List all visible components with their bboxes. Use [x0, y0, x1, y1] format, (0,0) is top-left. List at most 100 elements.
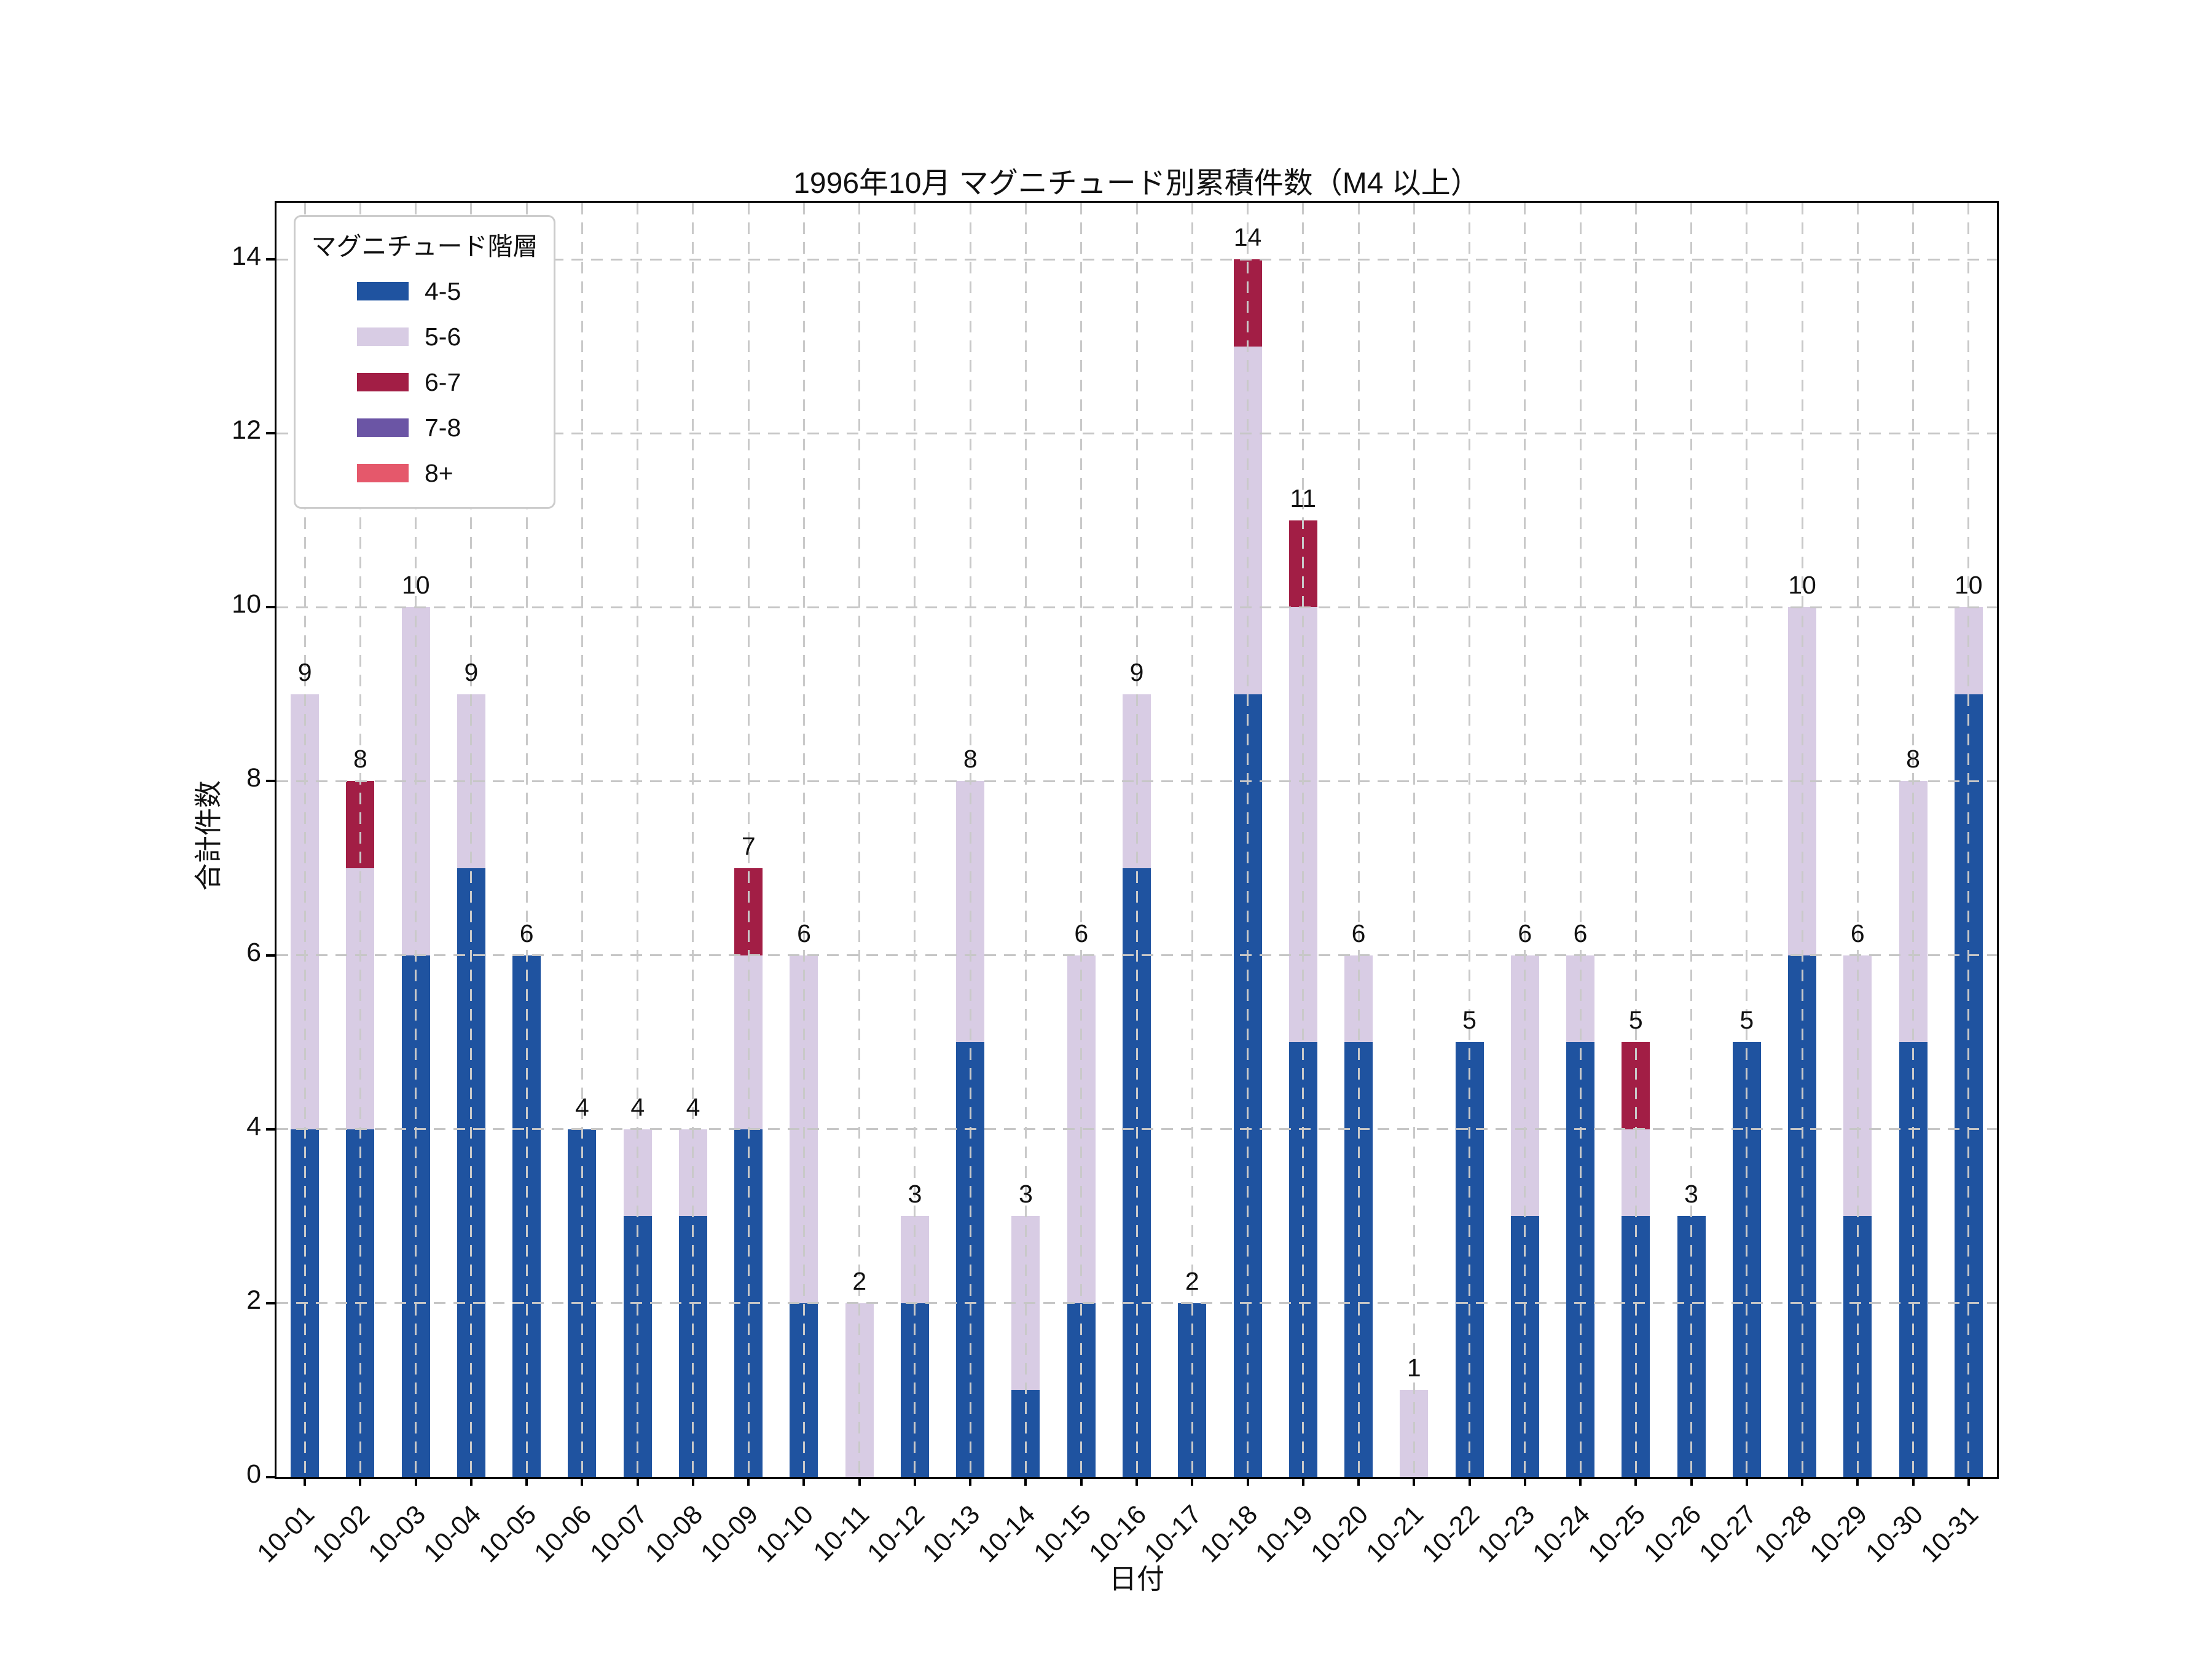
x-axis-title: 日付 [1108, 1563, 1165, 1594]
y-tick-label-0: 0 [246, 1459, 261, 1489]
x-tick-mark-10-22 [1468, 1477, 1471, 1486]
y-tick-label-2: 2 [246, 1285, 261, 1315]
x-tick-mark-10-13 [969, 1477, 972, 1486]
y-tick-mark-0 [266, 1476, 275, 1478]
legend-entry-8+: 8+ [296, 450, 554, 496]
x-tick-mark-10-14 [1024, 1477, 1027, 1486]
legend-label-7-8: 7-8 [425, 413, 461, 442]
x-tick-mark-10-15 [1080, 1477, 1083, 1486]
x-tick-label-10-26: 10-26 [1637, 1499, 1707, 1569]
x-tick-mark-10-27 [1745, 1477, 1748, 1486]
legend-swatch-5-6 [357, 327, 409, 346]
legend-label-6-7: 6-7 [425, 367, 461, 396]
legend-entries: 4-5 5-6 6-7 7-8 8+ [296, 269, 554, 496]
gridline-vertical-10-06 [581, 203, 583, 1477]
x-tick-label-10-31: 10-31 [1915, 1499, 1984, 1569]
x-tick-label-10-12: 10-12 [861, 1499, 931, 1569]
x-tick-label-10-06: 10-06 [528, 1499, 598, 1569]
legend-entry-5-6: 5-6 [296, 314, 554, 359]
gridline-vertical-10-17 [1191, 203, 1193, 1477]
x-tick-label-10-03: 10-03 [363, 1499, 431, 1569]
x-tick-label-10-17: 10-17 [1139, 1499, 1208, 1569]
x-tick-mark-10-12 [913, 1477, 916, 1486]
x-tick-label-10-21: 10-21 [1360, 1499, 1430, 1569]
y-tick-label-10: 10 [232, 589, 261, 619]
bar-value-label-10-23: 6 [1518, 919, 1532, 947]
legend-entry-6-7: 6-7 [296, 359, 554, 405]
x-tick-label-10-05: 10-05 [473, 1499, 543, 1569]
bar-value-label-10-11: 2 [852, 1266, 867, 1295]
y-tick-mark-10 [266, 606, 275, 609]
gridline-vertical-10-14 [1024, 203, 1027, 1477]
bar-value-label-10-19: 11 [1290, 484, 1317, 512]
bar-value-label-10-29: 6 [1850, 919, 1865, 947]
x-tick-mark-10-16 [1135, 1477, 1138, 1486]
legend-entry-7-8: 7-8 [296, 405, 554, 450]
bar-value-label-10-14: 3 [1019, 1180, 1033, 1209]
bar-value-label-10-30: 8 [1906, 745, 1920, 774]
x-tick-label-10-10: 10-10 [750, 1499, 820, 1569]
gridline-vertical-10-19 [1302, 203, 1304, 1477]
gridline-vertical-10-12 [914, 203, 916, 1477]
x-tick-mark-10-02 [359, 1477, 362, 1486]
x-tick-mark-10-09 [747, 1477, 750, 1486]
y-tick-label-4: 4 [246, 1111, 261, 1141]
bar-value-label-10-03: 10 [401, 571, 430, 600]
bar-value-label-10-24: 6 [1573, 919, 1588, 947]
gridline-vertical-10-15 [1080, 203, 1083, 1477]
gridline-vertical-10-31 [1967, 203, 1970, 1477]
x-tick-label-10-27: 10-27 [1693, 1499, 1762, 1569]
bar-value-label-10-17: 2 [1185, 1266, 1199, 1295]
gridline-vertical-10-27 [1746, 203, 1748, 1477]
bar-value-label-10-01: 9 [297, 657, 312, 686]
x-tick-mark-10-06 [581, 1477, 584, 1486]
x-tick-label-10-13: 10-13 [917, 1499, 986, 1569]
bar-value-label-10-18: 14 [1233, 223, 1262, 252]
x-tick-mark-10-04 [469, 1477, 473, 1486]
x-tick-mark-10-28 [1801, 1477, 1804, 1486]
x-tick-mark-10-20 [1357, 1477, 1360, 1486]
x-tick-mark-10-01 [304, 1477, 307, 1486]
chart-title: 1996年10月 マグニチュード別累積件数（M4 以上） [793, 167, 1480, 200]
x-tick-mark-10-23 [1523, 1477, 1526, 1486]
legend-label-5-6: 5-6 [425, 322, 461, 351]
gridline-vertical-10-30 [1912, 203, 1915, 1477]
legend-label-8+: 8+ [425, 458, 453, 487]
x-tick-label-10-07: 10-07 [584, 1499, 653, 1569]
gridline-vertical-10-02 [359, 203, 361, 1477]
gridline-vertical-10-20 [1357, 203, 1360, 1477]
bar-value-label-10-21: 1 [1406, 1354, 1421, 1382]
x-tick-label-10-28: 10-28 [1749, 1499, 1818, 1569]
gridline-vertical-10-03 [415, 203, 417, 1477]
gridline-vertical-10-22 [1469, 203, 1471, 1477]
legend-entry-4-5: 4-5 [296, 269, 554, 314]
x-tick-mark-10-21 [1413, 1477, 1416, 1486]
x-tick-mark-10-25 [1634, 1477, 1637, 1486]
gridline-vertical-10-23 [1524, 203, 1526, 1477]
x-tick-label-10-14: 10-14 [972, 1499, 1041, 1569]
gridline-vertical-10-21 [1413, 203, 1415, 1477]
bar-value-label-10-26: 3 [1684, 1180, 1698, 1209]
x-tick-mark-10-10 [802, 1477, 806, 1486]
x-tick-mark-10-05 [525, 1477, 528, 1486]
gridline-vertical-10-08 [692, 203, 694, 1477]
legend-title: マグニチュード階層 [311, 232, 538, 261]
x-tick-label-10-01: 10-01 [251, 1499, 321, 1569]
x-tick-mark-10-30 [1912, 1477, 1915, 1486]
gridline-vertical-10-05 [525, 203, 528, 1477]
bar-value-label-10-25: 5 [1628, 1006, 1643, 1035]
x-tick-mark-10-11 [858, 1477, 861, 1486]
gridline-vertical-10-10 [802, 203, 805, 1477]
legend-swatch-8+ [357, 464, 409, 482]
bar-value-label-10-22: 5 [1462, 1006, 1477, 1035]
gridline-vertical-10-13 [969, 203, 971, 1477]
y-axis-title: 合計件数 [192, 780, 224, 892]
x-tick-label-10-24: 10-24 [1527, 1499, 1596, 1569]
bar-value-label-10-08: 4 [686, 1092, 700, 1121]
x-tick-label-10-02: 10-02 [307, 1499, 376, 1569]
gridline-vertical-10-26 [1690, 203, 1693, 1477]
legend-swatch-4-5 [357, 282, 409, 300]
y-tick-label-6: 6 [246, 937, 261, 967]
bar-value-label-10-16: 9 [1129, 657, 1144, 686]
